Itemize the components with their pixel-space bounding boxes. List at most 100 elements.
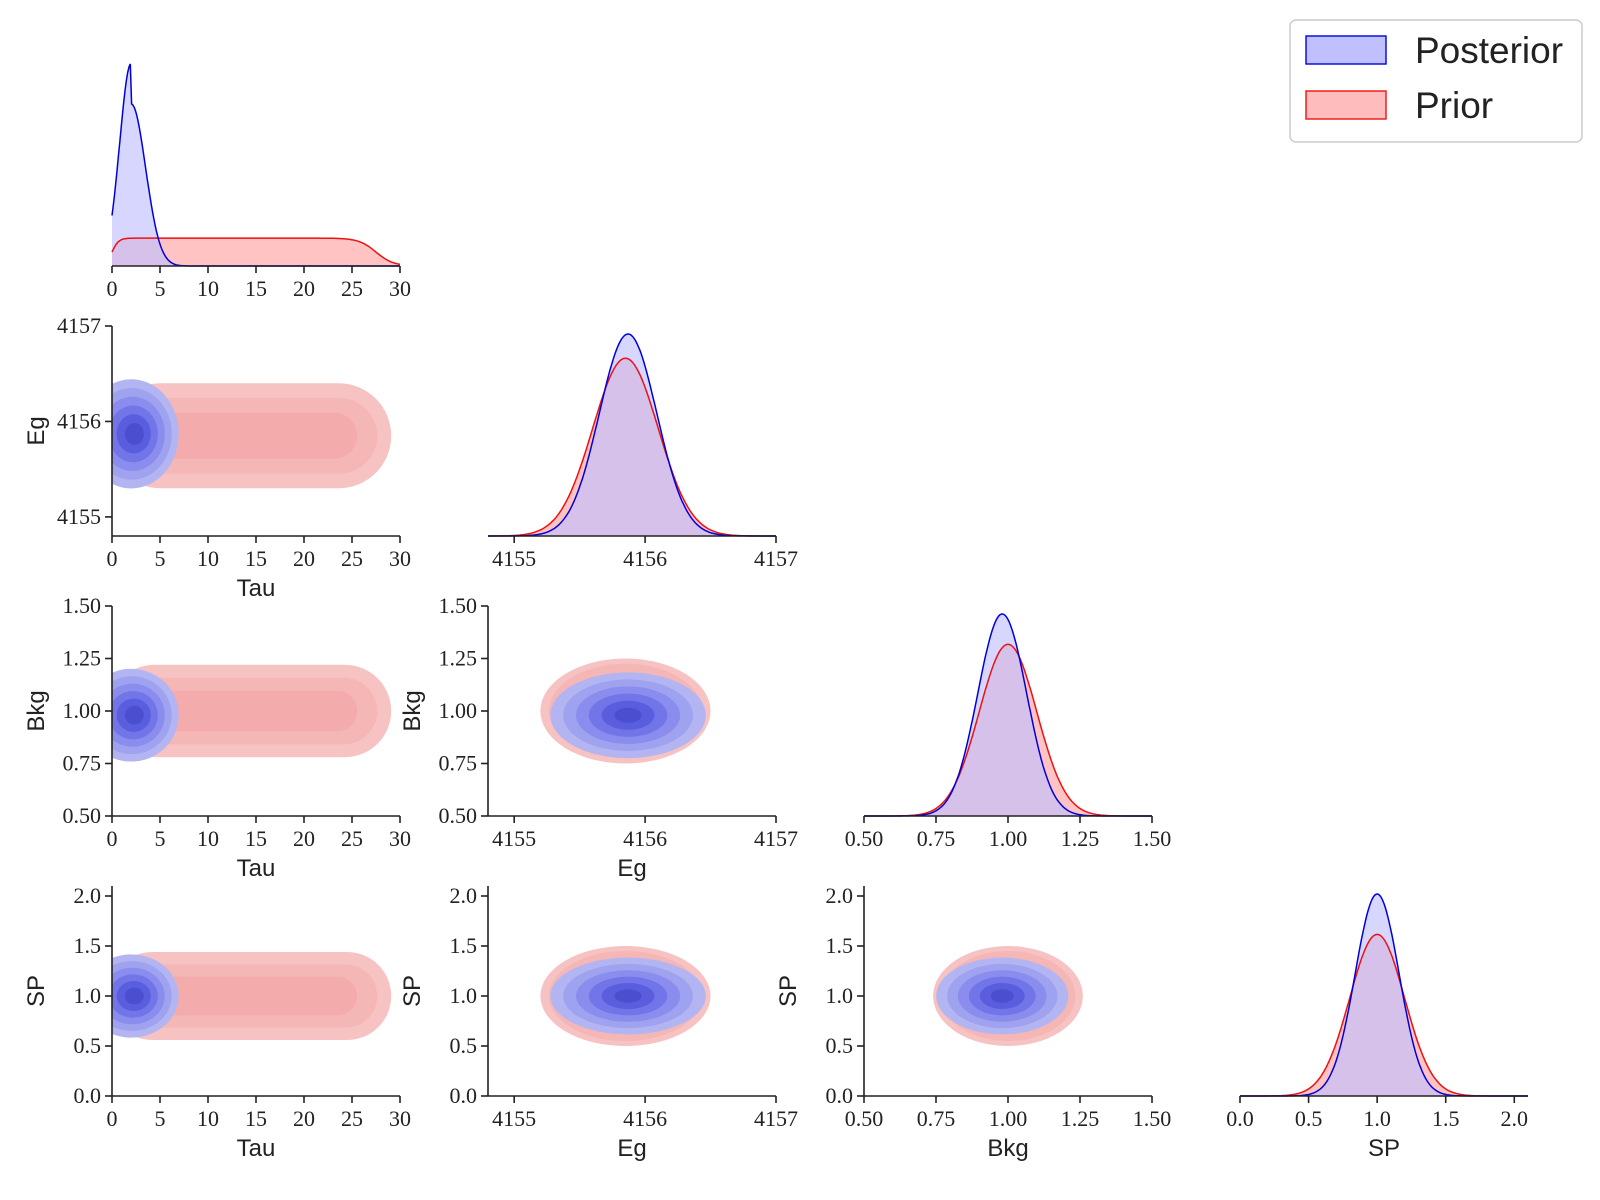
x-tick-label: 0.0 xyxy=(1226,1106,1254,1131)
x-tick-label: 20 xyxy=(293,1106,315,1131)
y-tick-label: 0.50 xyxy=(63,803,102,828)
x-axis-tau-row0: 0 5 10 15 20 25 30 xyxy=(107,265,411,301)
y-tick-label: 1.0 xyxy=(450,983,478,1008)
x-axis-sp-row3: 0.0 0.5 1.0 1.5 2.0 SP xyxy=(1226,1095,1528,1162)
y-tick-label: 1.00 xyxy=(63,698,102,723)
x-tick-label: 5 xyxy=(155,826,166,851)
x-tick-label: 30 xyxy=(389,546,411,571)
x-tick-label: 0.50 xyxy=(845,1106,884,1131)
x-axis-eg-row3: 4155 4156 4157 Eg xyxy=(488,1095,798,1162)
y-tick-label: 4157 xyxy=(57,313,101,338)
x-tick-label: 4155 xyxy=(492,1106,536,1131)
marginal-eg xyxy=(488,333,776,537)
posterior-density-fill xyxy=(488,334,776,536)
y-axis-label: SP xyxy=(23,975,50,1007)
x-tick-label: 1.25 xyxy=(1061,1106,1100,1131)
x-tick-label: 20 xyxy=(293,826,315,851)
posterior-contour xyxy=(124,987,144,1005)
x-axis-tau-row1: 0 5 10 15 20 25 30 Tau xyxy=(107,535,411,602)
x-tick-label: 4156 xyxy=(623,546,667,571)
x-tick-label: 25 xyxy=(341,546,363,571)
y-tick-label: 0.50 xyxy=(439,803,478,828)
x-tick-label: 10 xyxy=(197,546,219,571)
y-tick-label: 1.00 xyxy=(439,698,478,723)
x-tick-label: 5 xyxy=(155,1106,166,1131)
joint-tau-eg xyxy=(112,379,392,489)
posterior-density-fill xyxy=(112,63,400,267)
x-tick-label: 25 xyxy=(341,276,363,301)
x-axis-label: Bkg xyxy=(987,1135,1028,1162)
x-tick-label: 0.5 xyxy=(1295,1106,1323,1131)
x-tick-label: 1.50 xyxy=(1133,1106,1172,1131)
x-tick-label: 1.50 xyxy=(1133,826,1172,851)
y-tick-label: 0.5 xyxy=(450,1033,478,1058)
y-tick-label: 2.0 xyxy=(74,883,102,908)
y-tick-label: 1.0 xyxy=(826,983,854,1008)
x-tick-label: 4157 xyxy=(754,546,798,571)
prior-density-fill xyxy=(112,238,400,266)
marginal-sp xyxy=(1240,893,1528,1097)
joint-bkg-sp xyxy=(933,946,1083,1046)
y-tick-label: 0.0 xyxy=(826,1083,854,1108)
x-tick-label: 20 xyxy=(293,546,315,571)
posterior-density-fill xyxy=(864,614,1152,816)
y-axis-eg-col0: 4155 4156 4157 Eg xyxy=(23,313,113,536)
x-tick-label: 1.5 xyxy=(1432,1106,1460,1131)
y-tick-label: 0.0 xyxy=(74,1083,102,1108)
joint-eg-bkg xyxy=(540,658,711,764)
y-tick-label: 1.25 xyxy=(63,646,102,671)
x-axis-label: Eg xyxy=(617,855,646,882)
posterior-contour xyxy=(124,422,144,445)
x-tick-label: 4156 xyxy=(623,826,667,851)
y-tick-label: 2.0 xyxy=(826,883,854,908)
y-tick-label: 0.0 xyxy=(450,1083,478,1108)
x-axis-tau-row3: 0 5 10 15 20 25 30 Tau xyxy=(107,1095,411,1162)
x-tick-label: 25 xyxy=(341,826,363,851)
x-tick-label: 4155 xyxy=(492,546,536,571)
x-axis-label: Tau xyxy=(237,855,276,882)
x-axis-bkg-row3: 0.50 0.75 1.00 1.25 1.50 Bkg xyxy=(845,1095,1172,1162)
x-tick-label: 10 xyxy=(197,276,219,301)
x-tick-label: 5 xyxy=(155,546,166,571)
joint-tau-sp xyxy=(112,952,392,1040)
x-axis-bkg-row2: 0.50 0.75 1.00 1.25 1.50 xyxy=(845,815,1172,851)
y-tick-label: 0.5 xyxy=(826,1033,854,1058)
x-tick-label: 0.50 xyxy=(845,826,884,851)
posterior-legend-swatch xyxy=(1305,35,1387,65)
y-tick-label: 0.5 xyxy=(74,1033,102,1058)
x-axis-label: Tau xyxy=(237,1135,276,1162)
x-axis-label: Tau xyxy=(237,575,276,602)
x-tick-label: 30 xyxy=(389,1106,411,1131)
x-tick-label: 0 xyxy=(107,826,118,851)
posterior-legend-label: Posterior xyxy=(1415,30,1563,71)
y-tick-label: 1.25 xyxy=(439,646,478,671)
x-tick-label: 4157 xyxy=(754,1106,798,1131)
x-tick-label: 30 xyxy=(389,276,411,301)
x-tick-label: 25 xyxy=(341,1106,363,1131)
y-axis-bkg-col0: 0.50 0.75 1.00 1.25 1.50 Bkg xyxy=(23,593,113,828)
marginal-tau xyxy=(111,63,401,267)
x-tick-label: 0.75 xyxy=(917,826,956,851)
prior-density-line xyxy=(488,357,776,537)
x-axis-eg-row1: 4155 4156 4157 xyxy=(488,535,798,571)
x-tick-label: 1.0 xyxy=(1363,1106,1391,1131)
x-tick-label: 10 xyxy=(197,826,219,851)
y-axis-bkg-col1: 0.50 0.75 1.00 1.25 1.50 Bkg xyxy=(399,593,489,828)
y-tick-label: 1.5 xyxy=(450,933,478,958)
x-tick-label: 20 xyxy=(293,276,315,301)
y-tick-label: 0.75 xyxy=(439,751,478,776)
x-tick-label: 4157 xyxy=(754,826,798,851)
x-tick-label: 0 xyxy=(107,1106,118,1131)
joint-eg-sp xyxy=(540,946,711,1046)
posterior-density-fill xyxy=(1240,894,1528,1096)
y-axis-sp-col2: 0.0 0.5 1.0 1.5 2.0 SP xyxy=(775,883,865,1108)
x-tick-label: 0.75 xyxy=(917,1106,956,1131)
legend: Posterior Prior xyxy=(1289,19,1583,143)
posterior-contour xyxy=(990,989,1014,1003)
x-tick-label: 15 xyxy=(245,826,267,851)
x-tick-label: 5 xyxy=(155,276,166,301)
y-tick-label: 1.5 xyxy=(826,933,854,958)
y-tick-label: 0.75 xyxy=(63,751,102,776)
x-tick-label: 1.00 xyxy=(989,826,1028,851)
